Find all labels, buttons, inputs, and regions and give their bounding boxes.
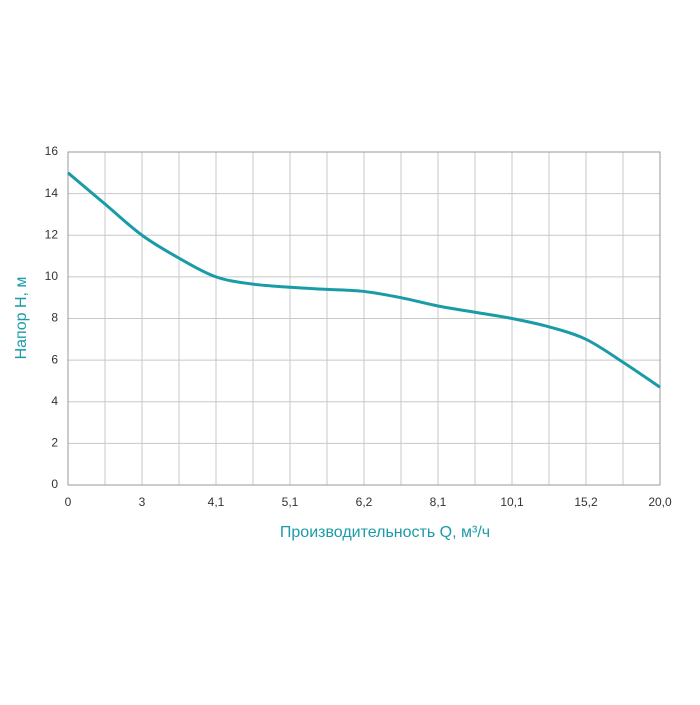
x-axis-title: Производительность Q, м³/ч [280,524,490,541]
x-tick-label: 6,2 [356,495,373,509]
y-tick-label: 10 [45,269,59,283]
x-tick-label: 15,2 [574,495,598,509]
y-tick-label: 6 [51,352,58,366]
y-tick-label: 12 [45,227,59,241]
y-tick-label: 16 [45,144,59,158]
head-curve [67,171,661,389]
x-tick-label: 0 [65,495,72,509]
x-tick-label: 20,0 [648,495,672,509]
y-tick-label: 0 [51,477,58,491]
y-tick-label: 2 [51,436,58,450]
x-tick-label: 5,1 [282,495,299,509]
plot-frame [67,151,661,486]
y-tick-label: 4 [51,394,58,408]
y-tick-label: 14 [45,186,59,200]
x-tick-label: 8,1 [430,495,447,509]
x-tick-label: 10,1 [500,495,524,509]
y-axis-title: Напор H, м [13,277,30,360]
x-tick-label: 4,1 [208,495,225,509]
y-tick-label: 8 [51,311,58,325]
x-tick-label: 3 [139,495,146,509]
